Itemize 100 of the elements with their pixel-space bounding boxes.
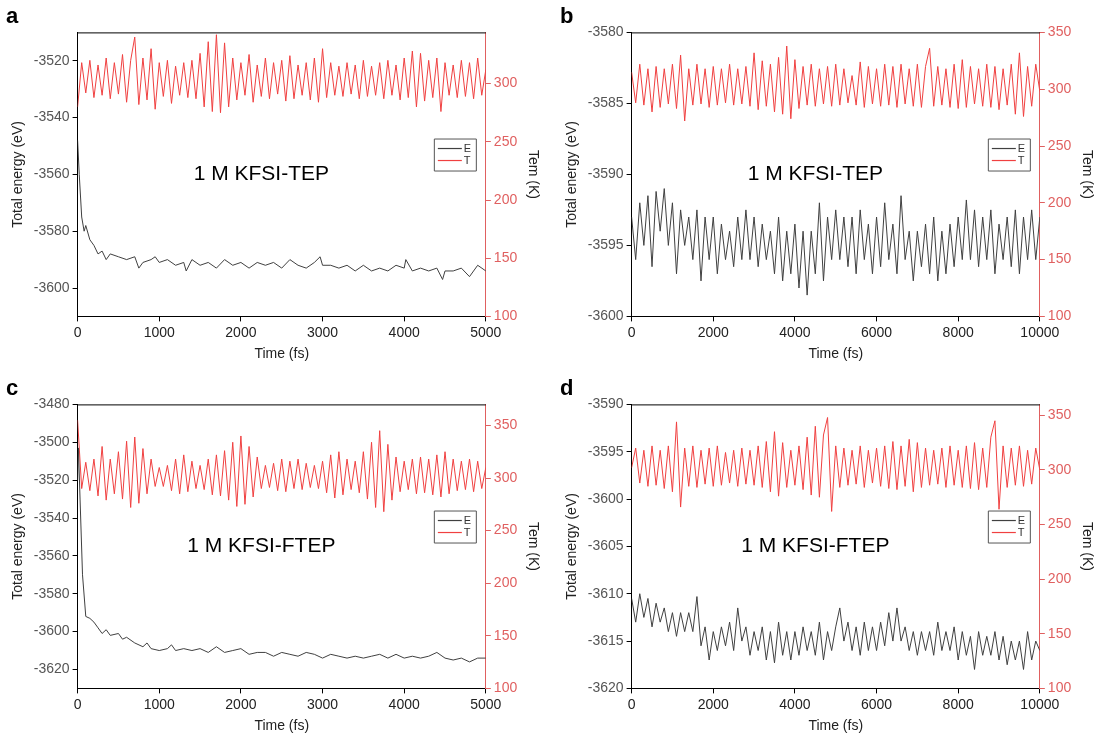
- y-tick-label: -3540: [33, 108, 70, 125]
- annotation: 1 M KFSI-TEP: [747, 161, 883, 185]
- y2-axis-title: Tem (K): [1079, 149, 1096, 199]
- x-tick-label: 4000: [779, 695, 811, 712]
- y-tick-label: -3520: [33, 470, 70, 487]
- y-tick-label: -3580: [33, 584, 70, 601]
- y2-tick-label: 200: [493, 190, 518, 207]
- x-tick-label: 2000: [225, 323, 257, 340]
- x-axis-title: Time (fs): [254, 345, 310, 362]
- x-tick-label: 0: [73, 323, 82, 340]
- x-tick-label: 5000: [470, 695, 502, 712]
- y-tick-label: -3620: [33, 660, 70, 677]
- y2-tick-label: 250: [493, 132, 518, 149]
- y-tick-label: -3520: [33, 51, 70, 68]
- y2-tick-label: 300: [493, 74, 518, 91]
- y2-axis-title: Tem (K): [525, 521, 542, 571]
- legend-label: T: [463, 153, 471, 166]
- y-tick-label: -3540: [33, 508, 70, 525]
- chart-title: c: [6, 375, 19, 401]
- y2-tick-label: 200: [1047, 570, 1072, 587]
- y2-tick-label: 100: [1047, 307, 1072, 324]
- x-tick-label: 4000: [388, 695, 420, 712]
- annotation: 1 M KFSI-FTEP: [741, 533, 890, 557]
- y-tick-label: -3615: [587, 631, 624, 648]
- y-tick-label: -3610: [587, 584, 624, 601]
- y-tick-label: -3595: [587, 442, 624, 459]
- legend-label: E: [463, 513, 472, 526]
- y2-tick-label: 200: [1047, 193, 1072, 210]
- y-tick-label: -3605: [587, 537, 624, 554]
- y-tick-label: -3590: [587, 395, 624, 412]
- y2-tick-label: 200: [493, 574, 518, 591]
- legend-label: E: [1017, 141, 1026, 154]
- x-tick-label: 1000: [143, 695, 176, 712]
- x-axis-title: Time (fs): [254, 717, 310, 734]
- x-tick-label: 0: [73, 695, 82, 712]
- y2-tick-label: 300: [1047, 460, 1072, 477]
- y-tick-label: -3620: [587, 679, 624, 696]
- x-tick-label: 6000: [860, 695, 893, 712]
- y-axis-title: Total energy (eV): [9, 121, 26, 228]
- y-tick-label: -3560: [33, 546, 70, 563]
- y-tick-label: -3580: [587, 23, 624, 40]
- y-axis-title: Total energy (eV): [9, 493, 26, 600]
- x-axis-title: Time (fs): [808, 345, 864, 362]
- y-tick-label: -3600: [33, 278, 70, 295]
- y-tick-label: -3580: [33, 222, 70, 239]
- y-tick-label: -3595: [587, 236, 624, 253]
- x-axis-title: Time (fs): [808, 717, 864, 734]
- y2-tick-label: 250: [1047, 515, 1072, 532]
- y-tick-label: -3600: [587, 307, 624, 324]
- x-tick-label: 2000: [225, 695, 257, 712]
- chart-title: d: [560, 375, 574, 401]
- x-tick-label: 2000: [697, 323, 730, 340]
- y2-tick-label: 350: [1047, 406, 1072, 423]
- x-tick-label: 6000: [860, 323, 893, 340]
- legend-label: T: [1017, 525, 1025, 538]
- x-tick-label: 1000: [143, 323, 176, 340]
- y-tick-label: -3590: [587, 165, 624, 182]
- y2-tick-label: 300: [1047, 80, 1072, 97]
- y2-axis-title: Tem (K): [1079, 521, 1096, 571]
- y2-tick-label: 150: [1047, 250, 1072, 267]
- annotation: 1 M KFSI-TEP: [193, 161, 329, 185]
- x-tick-label: 0: [627, 323, 636, 340]
- chart-title: a: [6, 3, 19, 29]
- y-tick-label: -3585: [587, 94, 624, 111]
- x-tick-label: 0: [627, 695, 636, 712]
- x-tick-label: 8000: [942, 323, 974, 340]
- x-tick-label: 3000: [306, 323, 339, 340]
- x-tick-label: 5000: [470, 323, 502, 340]
- y2-axis-title: Tem (K): [525, 149, 542, 199]
- y2-tick-label: 150: [493, 249, 518, 266]
- y2-tick-label: 100: [493, 307, 518, 324]
- legend-label: T: [1017, 153, 1025, 166]
- x-tick-label: 3000: [306, 695, 339, 712]
- x-tick-label: 4000: [779, 323, 811, 340]
- y2-tick-label: 350: [493, 416, 518, 433]
- legend-label: T: [463, 525, 471, 538]
- y-axis-title: Total energy (eV): [563, 493, 580, 600]
- x-tick-label: 10000: [1020, 323, 1060, 340]
- y2-tick-label: 100: [1047, 679, 1072, 696]
- y2-tick-label: 100: [493, 679, 518, 696]
- y-tick-label: -3560: [33, 165, 70, 182]
- y-tick-label: -3480: [33, 395, 70, 412]
- x-tick-label: 10000: [1020, 695, 1060, 712]
- chart-title: b: [560, 3, 574, 29]
- y2-tick-label: 250: [1047, 136, 1072, 153]
- x-tick-label: 2000: [697, 695, 730, 712]
- y-tick-label: -3500: [33, 433, 70, 450]
- y-axis-title: Total energy (eV): [563, 121, 580, 228]
- y2-tick-label: 150: [1047, 624, 1072, 641]
- legend-label: E: [1017, 513, 1026, 526]
- y-tick-label: -3600: [587, 489, 624, 506]
- legend-label: E: [463, 141, 472, 154]
- y2-tick-label: 150: [493, 626, 518, 643]
- annotation: 1 M KFSI-FTEP: [187, 533, 336, 557]
- y2-tick-label: 300: [493, 468, 518, 485]
- y2-tick-label: 250: [493, 521, 518, 538]
- x-tick-label: 4000: [388, 323, 420, 340]
- y2-tick-label: 350: [1047, 23, 1072, 40]
- y-tick-label: -3600: [33, 622, 70, 639]
- x-tick-label: 8000: [942, 695, 974, 712]
